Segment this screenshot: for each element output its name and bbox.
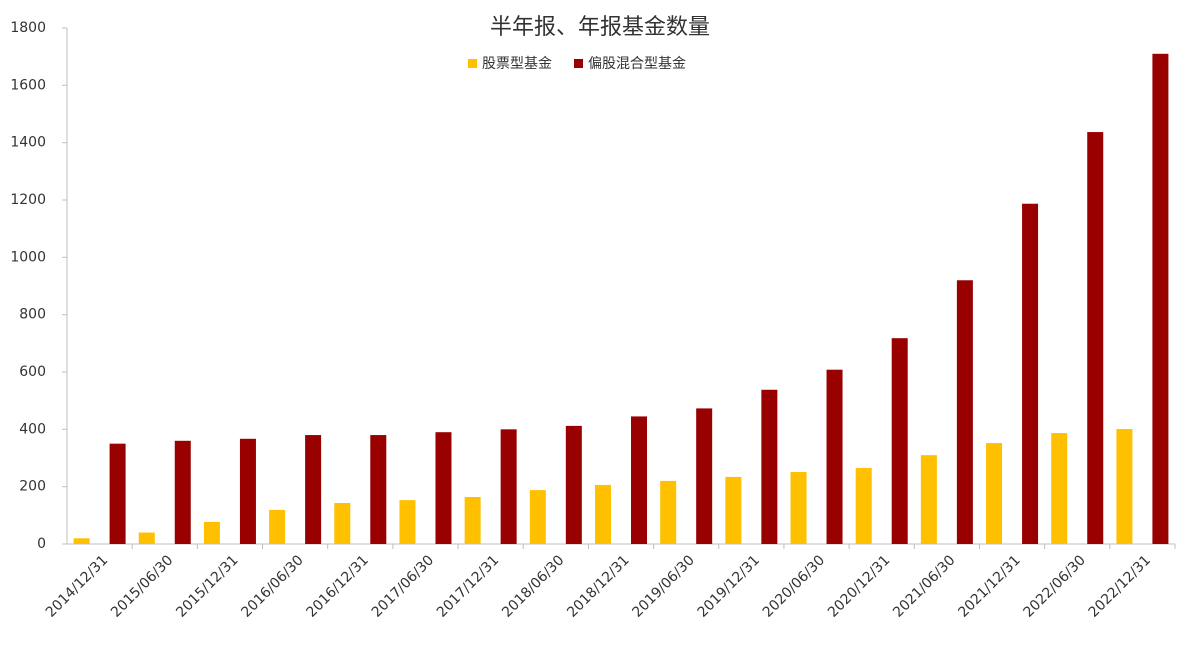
legend-label: 股票型基金 — [482, 55, 552, 72]
bar — [109, 443, 126, 544]
bar — [1116, 429, 1133, 544]
y-tick-label: 400 — [19, 421, 46, 437]
bar — [1087, 132, 1104, 544]
bar — [1152, 53, 1169, 545]
bar — [1022, 203, 1039, 544]
bar — [986, 443, 1003, 544]
bar — [239, 438, 256, 544]
bar — [529, 490, 546, 544]
y-tick-label: 0 — [37, 536, 46, 552]
x-tick-label: 2017/06/30 — [369, 552, 437, 620]
bar — [203, 521, 220, 544]
bar — [138, 532, 155, 544]
legend-label: 偏股混合型基金 — [588, 55, 686, 72]
x-tick-label: 2020/06/30 — [760, 552, 828, 620]
bar — [435, 432, 452, 544]
bar — [891, 338, 908, 544]
bar — [500, 429, 517, 544]
bar — [660, 480, 677, 544]
y-tick-label: 1400 — [10, 135, 46, 151]
y-tick-label: 1000 — [10, 249, 46, 265]
y-tick-label: 200 — [19, 479, 46, 495]
chart-title: 半年报、年报基金数量 — [490, 15, 710, 40]
bar — [399, 500, 416, 544]
x-tick-label: 2015/12/31 — [173, 552, 241, 620]
x-tick-label: 2016/12/31 — [304, 552, 372, 620]
bar — [565, 425, 582, 544]
bar — [631, 416, 647, 544]
bar — [305, 435, 322, 544]
x-tick-label: 2015/06/30 — [108, 552, 176, 620]
bar — [370, 435, 387, 544]
bar — [334, 503, 351, 544]
x-tick-label: 2020/12/31 — [825, 552, 893, 620]
bar — [269, 509, 286, 544]
x-tick-label: 2022/06/30 — [1021, 552, 1089, 620]
bar — [761, 389, 778, 544]
x-tick-label: 2019/06/30 — [629, 552, 697, 620]
x-tick-label: 2019/12/31 — [695, 552, 763, 620]
bar — [920, 455, 937, 544]
x-tick-label: 2021/12/31 — [955, 552, 1023, 620]
x-tick-label: 2021/06/30 — [890, 552, 958, 620]
bar — [696, 408, 713, 544]
x-tick-label: 2018/06/30 — [499, 552, 567, 620]
bar — [790, 472, 807, 544]
y-tick-label: 1800 — [10, 20, 46, 36]
bar — [174, 440, 191, 544]
x-tick-label: 2014/12/31 — [43, 552, 111, 620]
bar — [956, 280, 973, 544]
x-tick-label: 2022/12/31 — [1086, 552, 1154, 620]
x-tick-label: 2017/12/31 — [434, 552, 502, 620]
bar — [73, 538, 90, 544]
legend-swatch — [574, 59, 583, 68]
y-tick-label: 800 — [19, 307, 46, 323]
bar — [595, 484, 611, 544]
bar — [725, 476, 742, 544]
bar — [855, 468, 872, 544]
bar — [826, 369, 843, 544]
bar — [1051, 433, 1068, 544]
y-tick-label: 600 — [19, 364, 46, 380]
legend-swatch — [468, 59, 477, 68]
x-tick-label: 2016/06/30 — [238, 552, 306, 620]
bar — [464, 496, 481, 544]
y-tick-label: 1600 — [10, 77, 46, 93]
x-tick-label: 2018/12/31 — [564, 552, 632, 620]
y-tick-label: 1200 — [10, 192, 46, 208]
